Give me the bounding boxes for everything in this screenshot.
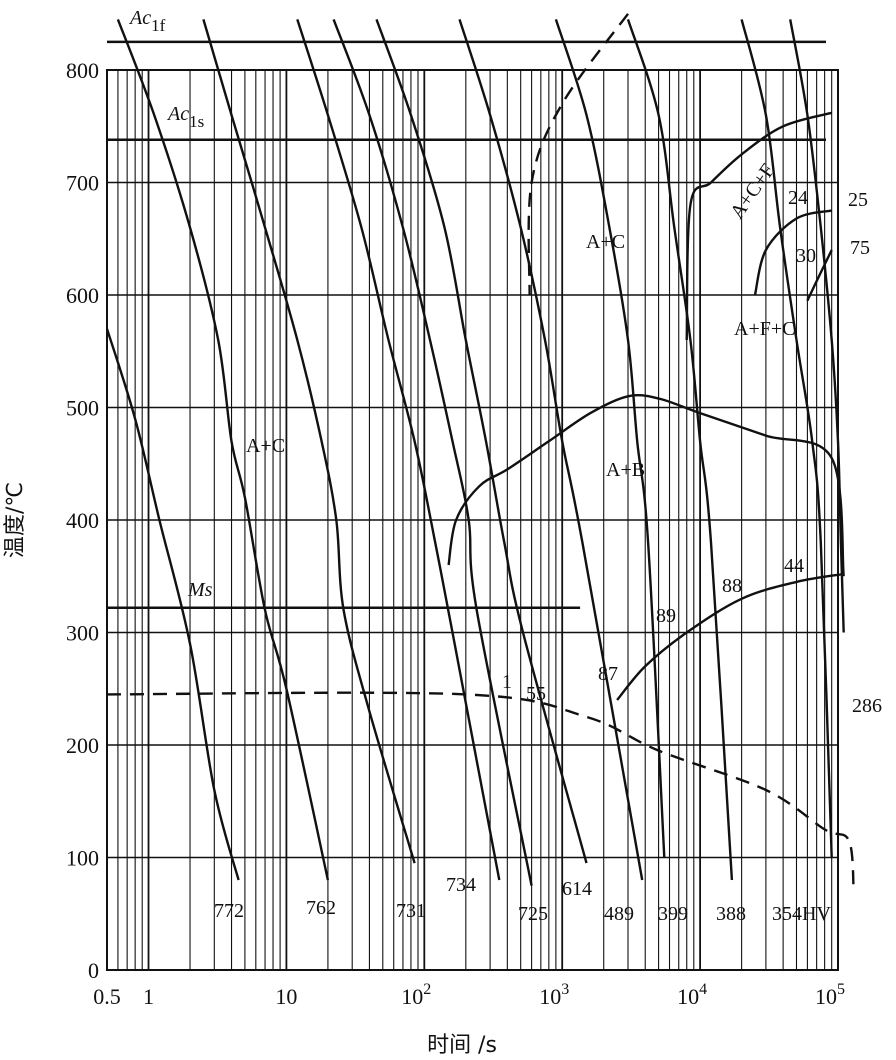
boundary-ferrite-lower [753, 209, 832, 296]
hardness-label: 734 [446, 874, 476, 896]
percent-label: 89 [656, 605, 676, 627]
hardness-label: 614 [562, 878, 592, 900]
percent-label: 88 [722, 575, 742, 597]
boundary-bainite-50 [616, 572, 844, 701]
x-tick-label: 1 [143, 984, 154, 1009]
boundary-ferrite-lower-2 [806, 249, 833, 302]
cooling-curve-2 [116, 18, 330, 881]
hardness-label: 354HV [772, 903, 831, 925]
x-tick-label: 102 [401, 981, 431, 1009]
grid [106, 69, 839, 971]
x-tick-label: 105 [815, 981, 845, 1009]
x-tick-label: 10 [275, 984, 297, 1009]
tick-labels: 0 100 200 300 400 500 600 700 800 0.5 1 10 102 103 104… [66, 58, 845, 1009]
reference-label-ms: Ms [187, 579, 213, 601]
percent-label: 87 [598, 663, 618, 685]
transformation-boundaries [106, 13, 855, 892]
cooling-curve-3 [202, 19, 416, 864]
percent-label: 30 [796, 245, 816, 267]
y-tick-label: 200 [66, 733, 99, 758]
x-axis-title: 时间 /s [427, 1033, 497, 1058]
x-tick-label: 103 [539, 981, 569, 1009]
cooling-curves [105, 18, 845, 886]
hardness-label: 399 [658, 903, 688, 925]
cooling-curve-8 [554, 19, 666, 858]
hardness-label: 725 [518, 903, 548, 925]
cooling-curve-11 [789, 19, 845, 633]
percent-label: 75 [850, 237, 870, 259]
y-tick-label: 100 [66, 846, 99, 871]
y-tick-label: 500 [66, 396, 99, 421]
cooling-curve-6 [375, 18, 588, 864]
percent-label: 1 [502, 671, 512, 693]
hardness-label: 388 [716, 903, 746, 925]
boundary-martensite-start-dashed [106, 691, 855, 892]
percent-label: 24 [788, 187, 808, 209]
x-tick-label: 0.5 [93, 984, 121, 1009]
phase-label: A+C+F [726, 160, 779, 223]
boundary-ferrite-start [527, 13, 629, 296]
percent-label: 55 [526, 683, 546, 705]
cooling-curve-5 [332, 18, 533, 886]
cooling-curve-4 [296, 19, 501, 881]
cooling-curve-1 [105, 328, 240, 881]
cooling-curve-7 [458, 19, 644, 881]
boundary-bainite-start [447, 393, 845, 577]
phase-label: A+C [586, 231, 625, 253]
y-tick-label: 800 [66, 58, 99, 83]
y-tick-label: 600 [66, 283, 99, 308]
hardness-label: 286 [852, 695, 882, 717]
phase-label: A+B [606, 459, 645, 481]
cooling-curve-10 [740, 19, 833, 858]
reference-label-ac1f: Ac1f [128, 7, 166, 35]
phase-label: A+F+C [734, 318, 795, 340]
reference-label-ac1s: Ac1s [166, 103, 204, 131]
cooling-curve-9 [626, 19, 734, 881]
hardness-label: 489 [604, 903, 634, 925]
y-axis-title: 温度/℃ [3, 482, 28, 558]
x-tick-label: 104 [677, 981, 707, 1009]
y-tick-label: 700 [66, 171, 99, 196]
phase-label: A+C [246, 435, 285, 457]
percent-label: 44 [784, 555, 804, 577]
hardness-label: 772 [214, 900, 244, 922]
y-tick-label: 300 [66, 621, 99, 646]
percent-label: 25 [848, 189, 868, 211]
hardness-label: 731 [396, 900, 426, 922]
boundary-ferrite-upper [685, 111, 833, 341]
y-tick-label: 400 [66, 508, 99, 533]
y-tick-label: 0 [88, 958, 99, 983]
hardness-label: 762 [306, 897, 336, 919]
